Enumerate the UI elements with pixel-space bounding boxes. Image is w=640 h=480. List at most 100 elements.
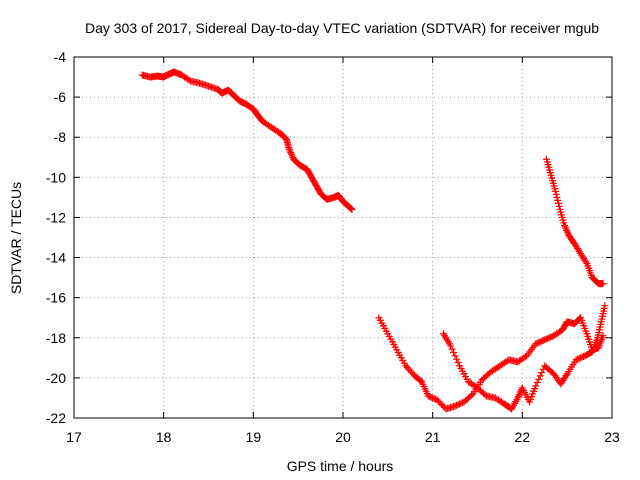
data-point: [536, 338, 544, 346]
series-arc-4: [543, 155, 607, 288]
data-point: [538, 337, 546, 345]
chart-title: Day 303 of 2017, Sidereal Day-to-day VTE…: [85, 20, 599, 36]
y-tick-label: -8: [54, 129, 67, 145]
y-tick-label: -6: [54, 89, 67, 105]
data-point: [552, 190, 560, 198]
x-tick-label: 19: [246, 429, 262, 445]
data-point: [406, 367, 414, 375]
data-point: [562, 225, 570, 233]
series-arc-1: [138, 68, 356, 213]
grid: [74, 57, 612, 418]
data-point: [448, 345, 456, 353]
data-point: [538, 369, 546, 377]
data-point: [346, 204, 354, 212]
data-point: [450, 348, 458, 356]
data-point: [548, 332, 556, 340]
data-point: [515, 392, 523, 400]
data-point: [535, 375, 543, 383]
data-point: [436, 399, 444, 407]
y-tick-label: -10: [46, 169, 66, 185]
series-arc-3: [439, 302, 609, 413]
data-point: [547, 333, 555, 341]
x-tick-label: 23: [604, 429, 620, 445]
data-point: [430, 395, 438, 403]
data-point: [599, 332, 607, 340]
data-point: [427, 393, 435, 401]
data-point: [426, 393, 434, 401]
data-point: [601, 302, 609, 310]
data-point: [287, 149, 295, 157]
data-point: [575, 355, 583, 363]
data-point: [563, 228, 571, 236]
data-point: [481, 391, 489, 399]
x-axis-label: GPS time / hours: [287, 458, 394, 474]
data-point: [405, 365, 413, 373]
data-point: [435, 397, 443, 405]
data-point: [403, 364, 411, 372]
y-tick-label: -12: [46, 209, 66, 225]
data-point: [578, 353, 586, 361]
data-point: [453, 401, 461, 409]
data-point: [554, 196, 562, 204]
data-point: [451, 352, 459, 360]
data-point: [285, 145, 293, 153]
data-point: [454, 401, 462, 409]
data-point: [532, 382, 540, 390]
data-series: [138, 68, 609, 413]
data-point: [433, 396, 441, 404]
data-point: [286, 147, 294, 155]
data-point: [560, 221, 568, 229]
data-point: [468, 391, 476, 399]
data-point: [533, 339, 541, 347]
data-point: [545, 334, 553, 342]
data-point: [577, 354, 585, 362]
axis-ticks: 17 18 19 20 21 22 23 -22 -20 -18 -16 -14 -12 -10 -8 -6 -…: [46, 49, 620, 445]
data-point: [348, 205, 356, 213]
series-arc-2: [375, 314, 607, 413]
data-point: [562, 372, 570, 380]
data-point: [533, 379, 541, 387]
data-point: [429, 394, 437, 402]
x-tick-label: 17: [66, 429, 82, 445]
data-point: [453, 355, 461, 363]
data-point: [439, 402, 447, 410]
data-point: [454, 359, 462, 367]
data-point: [408, 369, 416, 377]
data-point: [555, 202, 563, 210]
data-point: [564, 230, 572, 238]
data-point: [536, 372, 544, 380]
data-point: [532, 340, 540, 348]
data-point: [554, 199, 562, 207]
y-axis-label: SDTVAR / TECUs: [8, 182, 24, 294]
data-point: [535, 338, 543, 346]
data-point: [544, 334, 552, 342]
data-point: [288, 152, 296, 160]
data-point: [447, 342, 455, 350]
y-tick-label: -20: [46, 370, 66, 386]
data-point: [539, 336, 547, 344]
data-point: [574, 355, 582, 363]
x-tick-label: 22: [515, 429, 531, 445]
data-point: [561, 223, 569, 231]
data-point: [563, 226, 571, 234]
data-point: [515, 391, 523, 399]
data-point: [347, 205, 355, 213]
data-point: [457, 399, 465, 407]
data-point: [185, 76, 193, 84]
data-point: [521, 353, 529, 361]
y-tick-label: -16: [46, 290, 66, 306]
data-point: [456, 400, 464, 408]
y-tick-label: -14: [46, 250, 66, 266]
data-point: [552, 187, 560, 195]
data-point: [542, 335, 550, 343]
x-tick-label: 20: [335, 429, 351, 445]
data-point: [514, 394, 522, 402]
data-point: [572, 356, 580, 364]
x-tick-label: 18: [156, 429, 172, 445]
data-point: [451, 402, 459, 410]
y-tick-label: -18: [46, 330, 66, 346]
data-point: [553, 193, 561, 201]
data-point: [402, 362, 410, 370]
x-tick-label: 21: [425, 429, 441, 445]
